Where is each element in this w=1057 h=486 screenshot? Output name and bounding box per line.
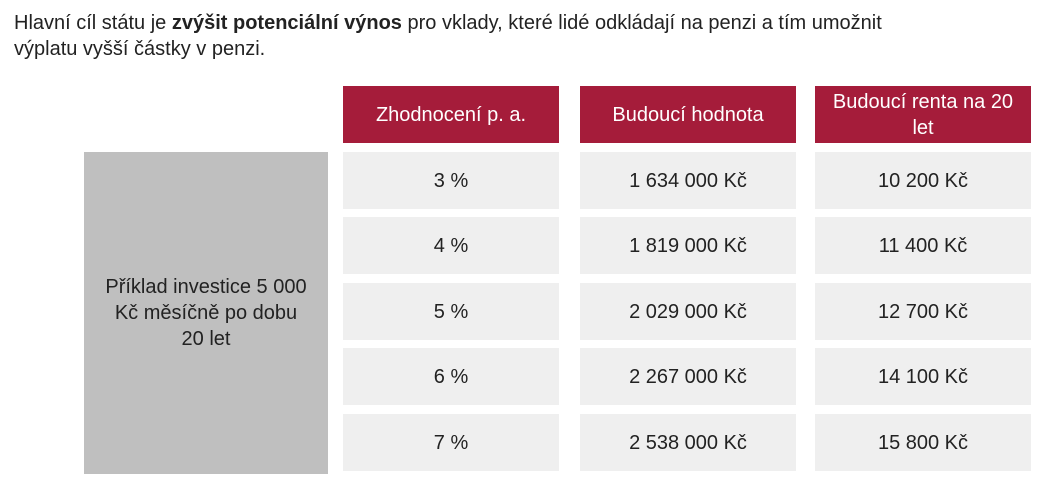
table-cell: 2 029 000 Kč bbox=[580, 283, 796, 340]
column-header: Budoucí renta na 20 let bbox=[815, 86, 1031, 143]
table-cell: 14 100 Kč bbox=[815, 348, 1031, 405]
table-cell: 2 267 000 Kč bbox=[580, 348, 796, 405]
intro-bold: zvýšit potenciální výnos bbox=[171, 12, 402, 34]
table-cell: 15 800 Kč bbox=[815, 414, 1031, 471]
side-label: Příklad investice 5 000 Kč měsíčně po do… bbox=[84, 152, 328, 474]
intro-text: Hlavní cíl státu je bbox=[14, 12, 172, 34]
intro-text: pro vklady, které lidé odkládají na penz… bbox=[401, 12, 882, 34]
table-cell: 1 634 000 Kč bbox=[580, 152, 796, 209]
table-cell: 2 538 000 Kč bbox=[580, 414, 796, 471]
table-cell: 4 % bbox=[343, 217, 559, 274]
column-header: Zhodnocení p. a. bbox=[343, 86, 559, 143]
column-header: Budoucí hodnota bbox=[580, 86, 796, 143]
table-cell: 3 % bbox=[343, 152, 559, 209]
table-cell: 6 % bbox=[343, 348, 559, 405]
intro-text: výplatu vyšší částky v penzi. bbox=[14, 38, 266, 60]
table-cell: 7 % bbox=[343, 414, 559, 471]
table-cell: 11 400 Kč bbox=[815, 217, 1031, 274]
table-cell: 10 200 Kč bbox=[815, 152, 1031, 209]
table-cell: 1 819 000 Kč bbox=[580, 217, 796, 274]
table-cell: 5 % bbox=[343, 283, 559, 340]
intro: Hlavní cíl státu je zvýšit potenciální v… bbox=[14, 10, 882, 62]
table-cell: 12 700 Kč bbox=[815, 283, 1031, 340]
